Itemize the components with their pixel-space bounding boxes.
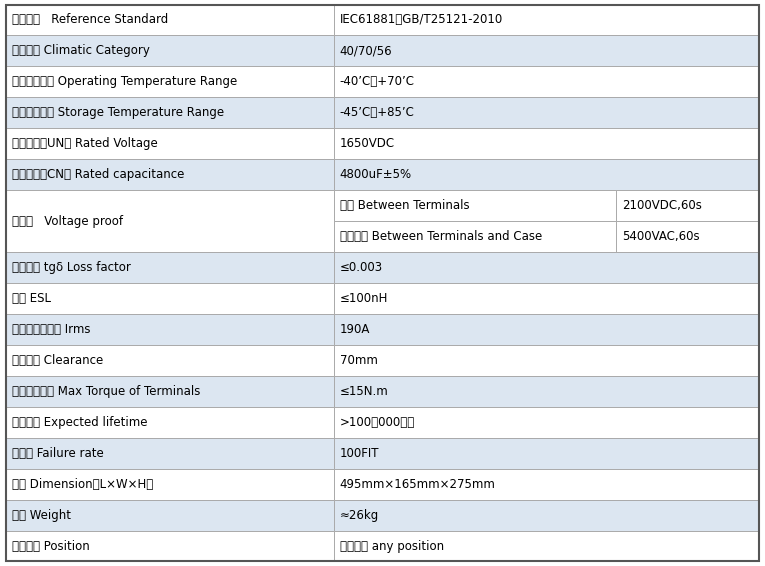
Bar <box>334 128 759 159</box>
Text: 预期寿命 Expected lifetime: 预期寿命 Expected lifetime <box>12 416 148 428</box>
Bar <box>6 469 334 500</box>
Bar <box>6 314 334 345</box>
Bar <box>334 190 616 221</box>
Text: 100FIT: 100FIT <box>340 447 379 460</box>
Bar <box>6 36 334 66</box>
Bar <box>6 283 334 314</box>
Text: 失效率 Failure rate: 失效率 Failure rate <box>12 447 104 460</box>
Text: ≤100nH: ≤100nH <box>340 292 388 305</box>
Bar <box>334 530 759 561</box>
Text: -45’C～+85’C: -45’C～+85’C <box>340 106 415 119</box>
Bar <box>334 36 759 66</box>
Bar <box>334 376 759 407</box>
Text: ≈26kg: ≈26kg <box>340 509 379 521</box>
Bar <box>6 407 334 438</box>
Text: IEC61881，GB/T25121-2010: IEC61881，GB/T25121-2010 <box>340 14 503 27</box>
Bar <box>334 252 759 283</box>
Text: 极间 Between Terminals: 极间 Between Terminals <box>340 199 469 212</box>
Bar <box>616 190 759 221</box>
Bar <box>334 221 616 252</box>
Text: 2100VDC,60s: 2100VDC,60s <box>622 199 702 212</box>
Bar <box>334 500 759 530</box>
Text: 4800uF±5%: 4800uF±5% <box>340 168 412 181</box>
Text: 电气间隙 Clearance: 电气间隙 Clearance <box>12 354 103 367</box>
Text: ≤0.003: ≤0.003 <box>340 261 382 274</box>
Bar <box>334 159 759 190</box>
Bar <box>334 5 759 36</box>
Text: 自感 ESL: 自感 ESL <box>12 292 51 305</box>
Bar <box>6 500 334 530</box>
Text: 气候类别 Climatic Category: 气候类别 Climatic Category <box>12 45 150 57</box>
Text: 储存温度范围 Storage Temperature Range: 储存温度范围 Storage Temperature Range <box>12 106 224 119</box>
Text: -40’C～+70’C: -40’C～+70’C <box>340 75 415 88</box>
Text: 5400VAC,60s: 5400VAC,60s <box>622 230 700 243</box>
Text: 额定容量（CN） Rated capacitance: 额定容量（CN） Rated capacitance <box>12 168 184 181</box>
Bar <box>6 438 334 469</box>
Bar <box>334 345 759 376</box>
Text: 70mm: 70mm <box>340 354 378 367</box>
Bar <box>6 252 334 283</box>
Bar <box>6 190 334 252</box>
Bar <box>6 530 334 561</box>
Text: 介质损耗 tgδ Loss factor: 介质损耗 tgδ Loss factor <box>12 261 131 274</box>
Bar <box>334 314 759 345</box>
Text: 安装位置 Position: 安装位置 Position <box>12 539 90 552</box>
Text: 纹波电流有效値 Irms: 纹波电流有效値 Irms <box>12 323 91 336</box>
Text: 40/70/56: 40/70/56 <box>340 45 392 57</box>
Text: 190A: 190A <box>340 323 370 336</box>
Text: 引用标准   Reference Standard: 引用标准 Reference Standard <box>12 14 168 27</box>
Bar <box>334 407 759 438</box>
Text: 最大电极扭矩 Max Torque of Terminals: 最大电极扭矩 Max Torque of Terminals <box>12 385 200 398</box>
Bar <box>334 438 759 469</box>
Text: 极壳之间 Between Terminals and Case: 极壳之间 Between Terminals and Case <box>340 230 542 243</box>
Text: 495mm×165mm×275mm: 495mm×165mm×275mm <box>340 478 496 491</box>
Text: 工作温度范围 Operating Temperature Range: 工作温度范围 Operating Temperature Range <box>12 75 237 88</box>
Bar <box>6 97 334 128</box>
Bar <box>6 376 334 407</box>
Bar <box>334 469 759 500</box>
Text: 任意位置 any position: 任意位置 any position <box>340 539 444 552</box>
Bar <box>6 128 334 159</box>
Bar <box>616 221 759 252</box>
Bar <box>334 97 759 128</box>
Bar <box>334 66 759 97</box>
Text: >100，000小时: >100，000小时 <box>340 416 415 428</box>
Bar <box>6 345 334 376</box>
Text: 1650VDC: 1650VDC <box>340 138 395 150</box>
Bar <box>6 5 334 36</box>
Text: 耗电压   Voltage proof: 耗电压 Voltage proof <box>12 215 123 228</box>
Bar <box>6 66 334 97</box>
Text: 重量 Weight: 重量 Weight <box>12 509 71 521</box>
Text: 额定电压（UN） Rated Voltage: 额定电压（UN） Rated Voltage <box>12 138 158 150</box>
Text: ≤15N.m: ≤15N.m <box>340 385 389 398</box>
Bar <box>334 283 759 314</box>
Bar <box>6 159 334 190</box>
Text: 尺寸 Dimension（L×W×H）: 尺寸 Dimension（L×W×H） <box>12 478 154 491</box>
